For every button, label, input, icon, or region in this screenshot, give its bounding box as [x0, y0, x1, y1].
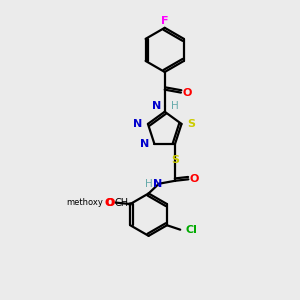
Text: H: H	[171, 101, 179, 111]
Text: N: N	[140, 139, 149, 149]
Text: N: N	[153, 179, 162, 189]
Text: H: H	[145, 179, 152, 189]
Text: methoxy: methoxy	[66, 198, 103, 207]
Text: Cl: Cl	[185, 225, 197, 235]
Text: CH₃: CH₃	[114, 198, 132, 208]
Text: O: O	[105, 198, 114, 208]
Text: N: N	[134, 119, 142, 129]
Text: S: S	[171, 155, 179, 165]
Text: O: O	[182, 88, 191, 98]
Text: O: O	[106, 198, 115, 208]
Text: S: S	[187, 119, 195, 129]
Text: N: N	[152, 101, 161, 111]
Text: O: O	[190, 174, 199, 184]
Text: F: F	[161, 16, 169, 26]
